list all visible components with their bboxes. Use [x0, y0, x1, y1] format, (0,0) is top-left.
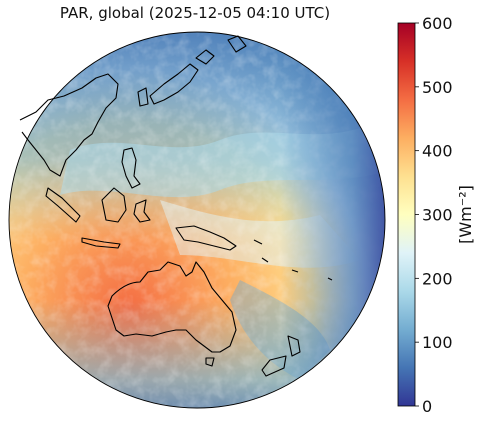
new-guinea-coastline — [175, 225, 237, 251]
hokkaido-coastline — [195, 49, 215, 65]
new-zealand-north-coastline — [287, 335, 301, 357]
plot-title: PAR, global (2025-12-05 04:10 UTC) — [59, 4, 331, 22]
colorbar-tick-label: 400 — [422, 142, 453, 161]
coastlines — [19, 35, 333, 377]
tasmania-coastline — [205, 357, 215, 367]
sumatra-coastline — [45, 187, 81, 223]
japan-coastline — [149, 63, 199, 105]
colorbar-tick-label: 100 — [422, 333, 453, 352]
asia-coastline — [19, 73, 119, 177]
korea-coastline — [137, 87, 149, 107]
par-field — [9, 32, 385, 408]
sulawesi-coastline — [133, 199, 151, 223]
colorbar-unit-label: [Wm⁻²] — [456, 185, 475, 244]
colorbar-tick-label: 600 — [422, 14, 453, 33]
philippines-coastline — [121, 147, 141, 189]
colorbar-tick-label: 300 — [422, 206, 453, 225]
borneo-coastline — [101, 187, 127, 223]
colorbar-gradient — [397, 22, 416, 407]
colorbar-tick-label: 500 — [422, 78, 453, 97]
disk-outline — [8, 31, 386, 409]
new-zealand-south-coastline — [261, 355, 287, 377]
kamchatka-coastline — [227, 35, 247, 53]
pacific-islands — [253, 239, 333, 281]
colorbar-tick-label: 200 — [422, 269, 453, 288]
australia-coastline — [107, 261, 237, 353]
colorbar-tick-label: 0 — [422, 397, 432, 416]
java-coastline — [81, 237, 121, 249]
